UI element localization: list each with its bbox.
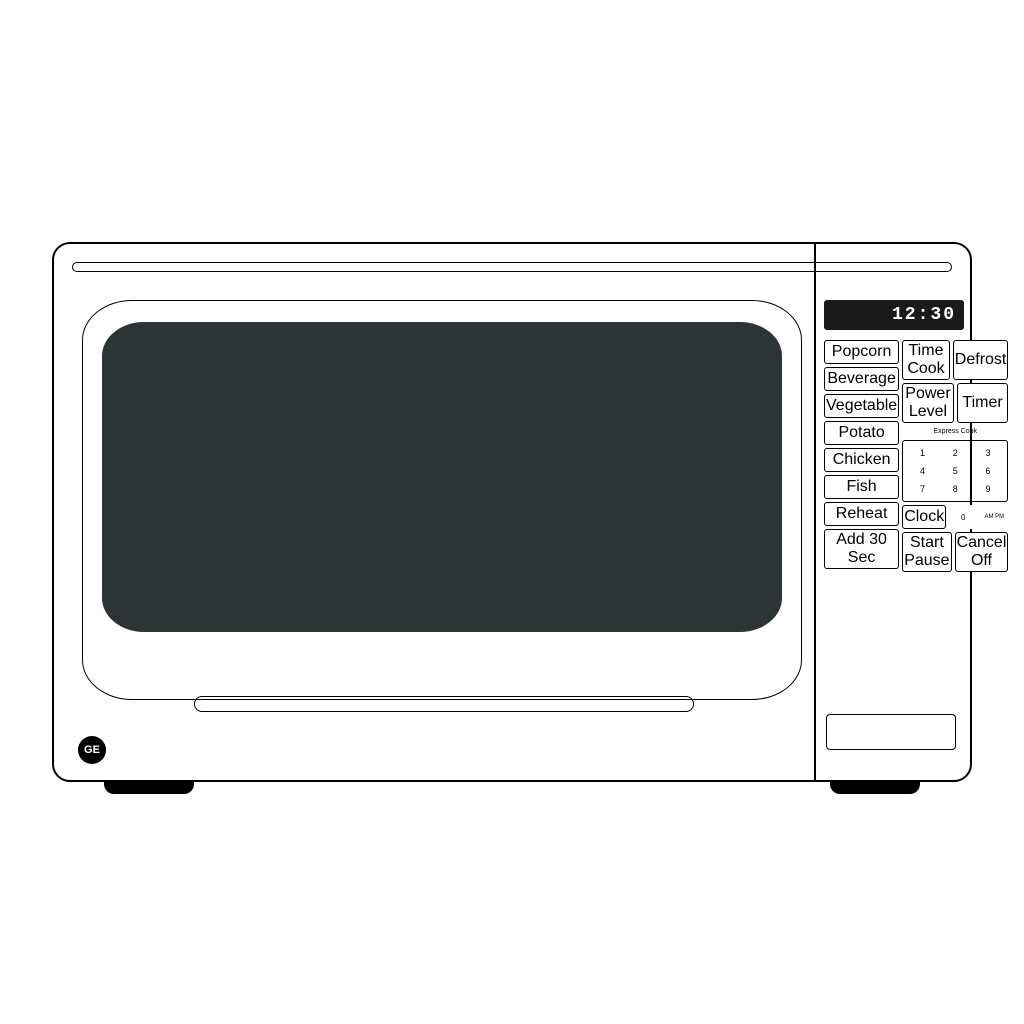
potato-button[interactable]: Potato <box>824 421 899 445</box>
fish-button[interactable]: Fish <box>824 475 899 499</box>
microwave-body: GE 12:30 Popcorn Beverage Vegetable Pota… <box>52 242 972 782</box>
num-1[interactable]: 1 <box>906 444 939 462</box>
top-vent <box>72 262 952 272</box>
num-9[interactable]: 9 <box>972 480 1005 498</box>
num-7[interactable]: 7 <box>906 480 939 498</box>
control-panel: 12:30 Popcorn Beverage Vegetable Potato … <box>824 300 964 572</box>
brand-logo: GE <box>78 736 106 764</box>
door-window[interactable] <box>102 322 782 632</box>
num-6[interactable]: 6 <box>972 462 1005 480</box>
reheat-button[interactable]: Reheat <box>824 502 899 526</box>
door-release-panel[interactable] <box>826 714 956 750</box>
powerlevel-button[interactable]: Power Level <box>902 383 954 423</box>
start-pause-button[interactable]: Start Pause <box>902 532 951 572</box>
clock-button[interactable]: Clock <box>902 505 946 529</box>
cancel-off-button[interactable]: Cancel Off <box>955 532 1009 572</box>
num-2[interactable]: 2 <box>939 444 972 462</box>
num-3[interactable]: 3 <box>972 444 1005 462</box>
express-cook-label: Express Cook <box>902 426 1008 437</box>
beverage-button[interactable]: Beverage <box>824 367 899 391</box>
door-handle[interactable] <box>194 696 694 712</box>
timer-button[interactable]: Timer <box>957 383 1009 423</box>
defrost-button[interactable]: Defrost <box>953 340 1009 380</box>
num-8[interactable]: 8 <box>939 480 972 498</box>
preset-column: Popcorn Beverage Vegetable Potato Chicke… <box>824 340 899 572</box>
foot-left <box>104 780 194 794</box>
chicken-button[interactable]: Chicken <box>824 448 899 472</box>
number-pad: 1 2 3 4 5 6 7 8 9 <box>902 440 1008 502</box>
num-0[interactable]: 0 <box>949 505 977 529</box>
vegetable-button[interactable]: Vegetable <box>824 394 899 418</box>
num-4[interactable]: 4 <box>906 462 939 480</box>
time-display: 12:30 <box>824 300 964 330</box>
foot-right <box>830 780 920 794</box>
popcorn-button[interactable]: Popcorn <box>824 340 899 364</box>
timecook-button[interactable]: Time Cook <box>902 340 950 380</box>
num-5[interactable]: 5 <box>939 462 972 480</box>
add30sec-button[interactable]: Add 30 Sec <box>824 529 899 569</box>
door-divider <box>814 244 816 780</box>
ampm-button[interactable]: AM PM <box>980 505 1008 529</box>
